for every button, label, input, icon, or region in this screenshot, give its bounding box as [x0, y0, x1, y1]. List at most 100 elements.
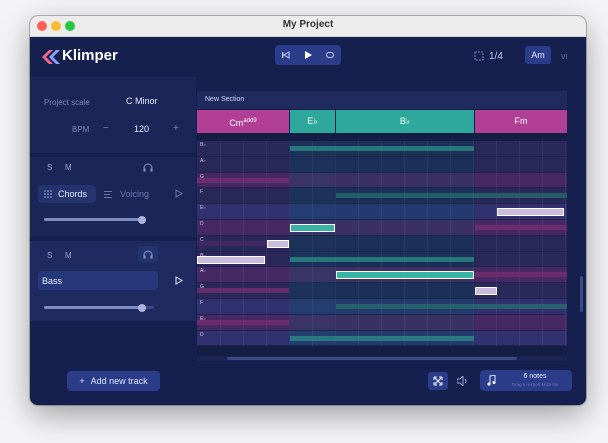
beat-line	[381, 141, 382, 346]
app-logo-text: Klimper	[62, 47, 118, 64]
beat-line	[473, 141, 474, 346]
project-scale-value[interactable]: C Minor	[126, 96, 158, 106]
mute-button[interactable]: M	[65, 251, 72, 260]
add-track-button[interactable]: + Add new track	[67, 371, 160, 391]
scale-highlight	[475, 225, 567, 230]
chord-block[interactable]: Cmadd9	[197, 110, 289, 133]
note-row-label: E♭	[200, 315, 206, 322]
chord-region	[336, 141, 474, 346]
chord-block[interactable]: B♭	[336, 110, 474, 133]
notes-hint: Drag to export MIDI file	[511, 382, 559, 387]
beat-line	[312, 141, 313, 346]
bottom-bar: + Add new track 6 notes Drag to export MI…	[30, 361, 586, 405]
tab-chords[interactable]: Chords	[38, 185, 96, 203]
beat-line	[565, 141, 566, 346]
close-window-button[interactable]	[37, 21, 47, 31]
track-name: Bass	[42, 276, 63, 286]
scale-highlight	[197, 288, 289, 294]
chord-label: B♭	[399, 116, 411, 126]
midi-note[interactable]	[497, 208, 564, 217]
grid-value[interactable]: 1/4	[489, 51, 503, 62]
preview-play-icon[interactable]	[175, 189, 183, 198]
section-header[interactable]: New Section	[197, 91, 567, 109]
chord-label: Cm	[229, 118, 244, 128]
midi-note[interactable]	[475, 287, 497, 296]
headphones-icon[interactable]	[143, 163, 153, 172]
play-button[interactable]	[297, 45, 319, 65]
scale-highlight	[197, 319, 289, 325]
beat-line	[358, 141, 359, 346]
note-row-label: A♭	[200, 157, 206, 164]
title-bar: My Project	[30, 16, 586, 37]
tab-chords-label: Chords	[58, 189, 88, 199]
mute-button[interactable]: M	[65, 163, 72, 172]
note-row-label: D	[200, 221, 204, 227]
vertical-scroll-thumb[interactable]	[580, 276, 583, 312]
chord-block[interactable]: Fm	[475, 110, 567, 133]
solo-button[interactable]: S	[47, 163, 53, 172]
midi-export-box[interactable]: 6 notes Drag to export MIDI file	[480, 370, 572, 391]
scale-highlight	[290, 335, 474, 341]
note-row[interactable]: G	[197, 283, 567, 298]
note-row[interactable]: D	[197, 220, 567, 235]
beat-line	[335, 141, 336, 346]
note-row-label: E♭	[200, 205, 206, 212]
scale-highlight	[336, 304, 567, 309]
rewind-button[interactable]	[275, 45, 297, 65]
scroll-thumb[interactable]	[227, 357, 517, 360]
beat-line	[450, 141, 451, 346]
note-row[interactable]: E♭	[197, 314, 567, 330]
note-row[interactable]: G	[197, 172, 567, 188]
grid-snap-icon[interactable]	[474, 51, 484, 61]
chord-label: Fm	[514, 116, 528, 126]
loop-button[interactable]	[319, 45, 341, 65]
chords-volume-slider[interactable]	[44, 215, 146, 224]
play-icon	[305, 51, 312, 59]
headphones-button[interactable]	[138, 246, 158, 262]
midi-note[interactable]	[197, 255, 265, 264]
midi-note[interactable]	[267, 239, 289, 248]
bass-volume-knob[interactable]	[138, 303, 146, 312]
note-row-label: A♭	[200, 268, 206, 275]
beat-line	[427, 141, 428, 346]
app-window: My Project Klimper	[30, 16, 586, 405]
solo-button[interactable]: S	[47, 251, 53, 260]
minimize-window-button[interactable]	[51, 21, 61, 31]
chord-block[interactable]: E♭	[290, 110, 335, 133]
note-row[interactable]: C	[197, 235, 567, 251]
horizontal-scrollbar[interactable]	[197, 356, 567, 361]
midi-note[interactable]	[290, 224, 335, 232]
note-row[interactable]: E♭	[197, 204, 567, 219]
piano-roll[interactable]: New Section Cmadd9 E♭ B♭ Fm B♭A♭GFE♭DCB♭…	[197, 91, 567, 356]
midi-note[interactable]	[336, 271, 474, 280]
note-row[interactable]: A♭	[197, 156, 567, 172]
shuffle-button[interactable]	[428, 372, 448, 390]
music-note-icon	[487, 375, 496, 386]
bpm-decrease-button[interactable]: −	[103, 123, 109, 134]
scale-highlight	[197, 240, 289, 246]
tab-voicing[interactable]: Voicing	[120, 189, 150, 199]
track-name-field[interactable]: Bass	[38, 271, 158, 290]
key-mode[interactable]: vi	[561, 51, 568, 61]
bass-volume-slider[interactable]	[44, 303, 154, 312]
beat-line	[519, 141, 520, 346]
scale-highlight	[336, 193, 567, 199]
bpm-label: BPM	[72, 125, 90, 134]
beat-line	[289, 141, 290, 346]
project-settings: Project scale C Minor BPM − 120 +	[30, 77, 196, 153]
key-selector[interactable]: Am	[525, 46, 551, 64]
chords-volume-knob[interactable]	[138, 215, 146, 224]
bpm-increase-button[interactable]: +	[173, 123, 179, 134]
bass-track: S M Bass	[30, 241, 196, 321]
chord-label: E♭	[307, 116, 318, 126]
zoom-window-button[interactable]	[65, 21, 75, 31]
note-row-label: G	[200, 173, 204, 180]
klimper-logo-icon	[42, 50, 60, 64]
preview-play-icon[interactable]	[175, 276, 183, 285]
headphones-icon	[143, 250, 153, 259]
bpm-value[interactable]: 120	[134, 124, 150, 134]
speaker-icon[interactable]	[457, 376, 468, 386]
project-scale-label: Project scale	[44, 98, 90, 107]
scale-highlight	[475, 272, 567, 278]
notes-count: 6 notes	[523, 373, 547, 380]
